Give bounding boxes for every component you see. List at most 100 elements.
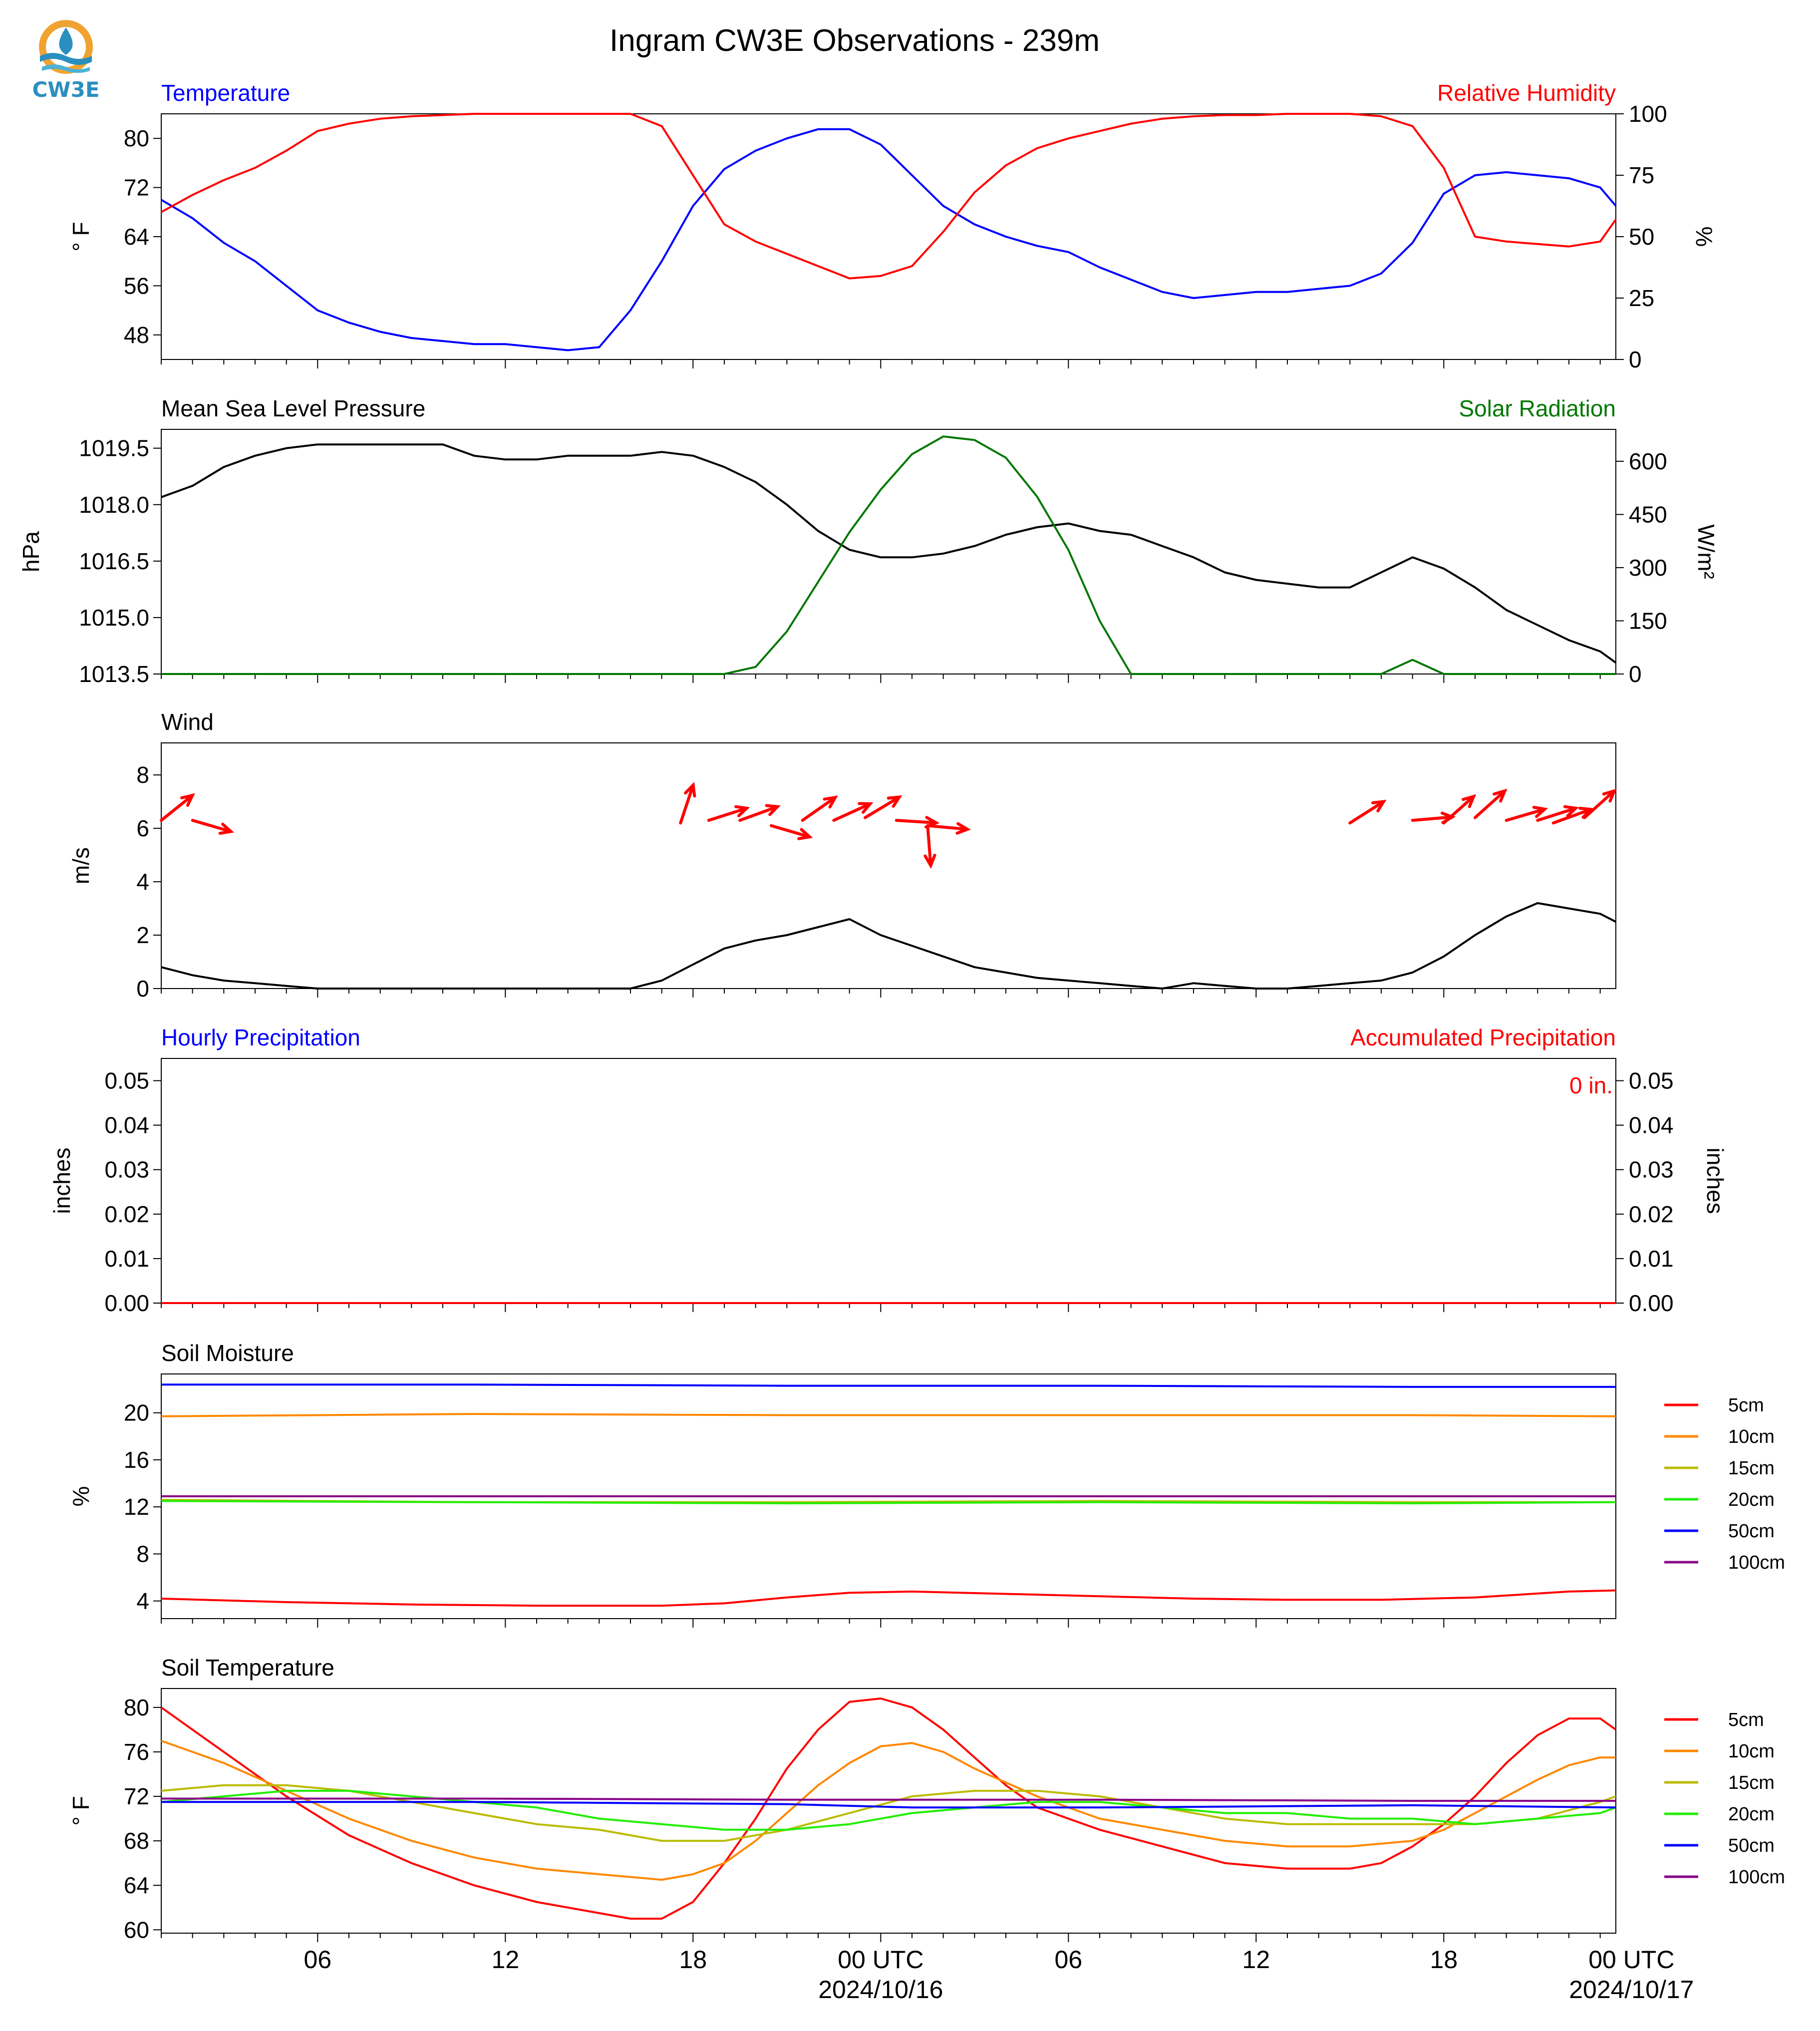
y-axis-label: ° F [68, 222, 94, 251]
panel-title-left: Wind [161, 709, 214, 735]
y2-tick-label: 100 [1629, 101, 1667, 127]
series-line-5cm [160, 1697, 1617, 1920]
wind-arrow [707, 805, 750, 822]
wind-arrow [926, 822, 971, 835]
legend-label: 10cm [1728, 1426, 1775, 1447]
y-tick-label: 56 [124, 273, 149, 299]
series-line-left [161, 443, 1617, 664]
legend-label: 15cm [1728, 1772, 1775, 1793]
y2-tick-label: 0 [1629, 346, 1642, 372]
series-line-20cm [161, 1789, 1616, 1831]
panel-soil_moisture: Soil Moisture 4 8 12 16 20% 5cm 10cm 15cm 20cm 50c… [68, 1340, 1785, 1628]
y-tick-label: 16 [124, 1447, 149, 1473]
wind-arrow [160, 793, 195, 822]
wind-arrow [1505, 806, 1548, 822]
y-tick-label: 72 [124, 1783, 149, 1809]
series-line-5cm [161, 1589, 1616, 1607]
logo-drop-icon [59, 27, 73, 55]
wind-arrows [160, 781, 1617, 869]
y2-axis-label: W/m² [1693, 524, 1719, 579]
panel-temp_rh: Temperature Relative Humidity 48 56 64 72 80 ° … [68, 80, 1717, 372]
y-tick-label: 80 [124, 1694, 149, 1720]
y2-tick-label: 0.03 [1629, 1157, 1674, 1183]
y2-tick-label: 600 [1629, 448, 1667, 474]
panel-wind: Wind 0 2 4 6 8 m/s [68, 709, 1617, 1002]
legend-label: 5cm [1728, 1395, 1764, 1416]
y-tick-label: 1013.5 [79, 661, 149, 687]
y-tick-label: 0.02 [104, 1201, 149, 1227]
wind-arrow [1348, 799, 1387, 825]
cw3e-logo: CW3E [32, 20, 100, 102]
y-tick-label: 8 [136, 1541, 149, 1567]
logo-wave-icon [40, 53, 92, 65]
panel-title-left: Soil Temperature [161, 1655, 334, 1681]
y-tick-label: 0.00 [104, 1290, 149, 1316]
panel-title-left: Mean Sea Level Pressure [161, 395, 425, 421]
y2-tick-label: 0 [1629, 661, 1642, 687]
x-date-label: 2024/10/16 [818, 1976, 943, 2004]
legend-label: 50cm [1728, 1521, 1775, 1542]
y-tick-label: 8 [136, 762, 149, 788]
y-tick-label: 68 [124, 1828, 149, 1854]
wind-arrow [864, 795, 903, 819]
y-axis-label: inches [49, 1148, 75, 1214]
panel-title-left: Hourly Precipitation [161, 1024, 360, 1050]
wind-arrow [770, 824, 813, 840]
y-tick-label: 64 [124, 1872, 149, 1898]
series-line-left [160, 128, 1617, 351]
y-tick-label: 76 [124, 1739, 149, 1765]
wind-arrow [191, 819, 235, 835]
y-tick-label: 2 [136, 922, 149, 948]
legend: 5cm 10cm 15cm 20cm 50cm 100cm [1664, 1395, 1785, 1573]
panel-title-right: Solar Radiation [1459, 395, 1616, 421]
y-tick-label: 4 [136, 1588, 149, 1614]
y-axis-label: m/s [68, 847, 94, 884]
wind-arrow [679, 781, 696, 825]
plot-frame [161, 742, 1616, 989]
y2-tick-label: 0.02 [1629, 1201, 1674, 1227]
panels: Temperature Relative Humidity4856647280° … [18, 80, 1785, 2004]
y-tick-label: 0.03 [104, 1157, 149, 1183]
panel-title-right: Accumulated Precipitation [1350, 1024, 1616, 1050]
x-tick-label: 12 [1242, 1946, 1270, 1974]
legend-label: 20cm [1728, 1804, 1775, 1825]
plot-frame [161, 429, 1616, 675]
x-date-label: 2024/10/17 [1569, 1976, 1694, 2004]
y-tick-label: 72 [124, 175, 149, 201]
wind-arrow [1474, 788, 1508, 819]
series-line-50cm [161, 1383, 1616, 1388]
y-tick-label: 80 [124, 125, 149, 151]
y-tick-label: 4 [136, 869, 149, 895]
legend-label: 50cm [1728, 1835, 1775, 1856]
panel-precip: Hourly Precipitation Accumulated Precipit… [49, 1024, 1728, 1316]
y-axis-label: ° F [68, 1796, 94, 1825]
series-line-20cm [161, 1500, 1616, 1505]
series-line-100cm [161, 1797, 1616, 1802]
panel-title-left: Temperature [161, 80, 290, 106]
wind-arrow [1442, 794, 1477, 825]
y2-tick-label: 50 [1629, 224, 1654, 250]
wind-arrow [1583, 788, 1617, 819]
y-tick-label: 60 [124, 1917, 149, 1943]
series-line-50cm [161, 1801, 1616, 1809]
y2-axis-label: % [1691, 227, 1717, 247]
y-tick-label: 1015.0 [79, 605, 149, 631]
wind-arrow [832, 802, 874, 822]
y-tick-label: 1019.5 [79, 435, 149, 461]
x-tick-label: 00 UTC [838, 1946, 923, 1974]
x-tick-label: 12 [492, 1946, 520, 1974]
y2-tick-label: 0.05 [1629, 1068, 1674, 1094]
panel-title-right: Relative Humidity [1437, 80, 1616, 106]
series-line-10cm [161, 1413, 1616, 1417]
y2-tick-label: 450 [1629, 501, 1667, 527]
y-tick-label: 1018.0 [79, 492, 149, 518]
legend-label: 100cm [1728, 1552, 1785, 1573]
legend-label: 10cm [1728, 1741, 1775, 1762]
series-line-right [161, 435, 1616, 675]
panel-title-left: Soil Moisture [161, 1340, 294, 1366]
x-tick-label: 00 UTC [1588, 1946, 1674, 1974]
legend-label: 100cm [1728, 1867, 1785, 1888]
series-line-10cm [161, 1739, 1616, 1881]
